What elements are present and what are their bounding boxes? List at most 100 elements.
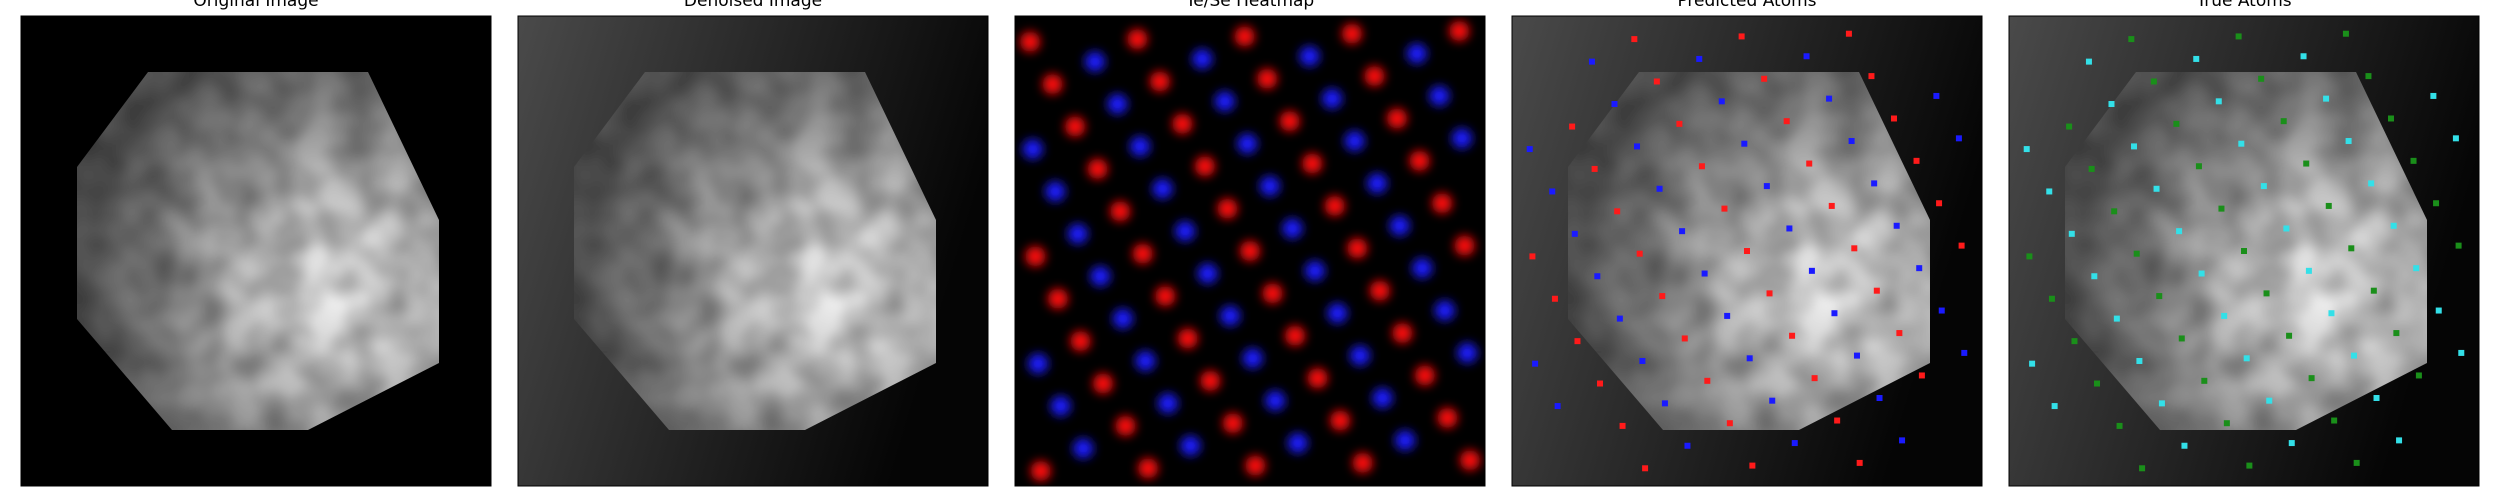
true-atom: [2218, 205, 2225, 212]
atom-blob: [1180, 435, 1201, 456]
true-atom: [2046, 188, 2053, 195]
true-atom: [2246, 462, 2253, 469]
predicted-atom: [1631, 36, 1638, 43]
atom-blob: [1240, 241, 1260, 261]
atom-blob: [1395, 430, 1416, 451]
true-atom: [2241, 248, 2247, 254]
atom-blob: [1389, 215, 1410, 236]
atom-blob: [1073, 438, 1094, 459]
true-atom: [2325, 202, 2332, 209]
atom-blob: [1172, 113, 1193, 134]
panel: True Atoms: [2008, 0, 2480, 487]
true-atom: [2133, 250, 2140, 257]
predicted-atom: [1961, 349, 1968, 356]
true-atom: [2131, 143, 2138, 150]
true-atom: [2023, 146, 2030, 153]
atom-blob: [1449, 21, 1470, 42]
atom-blob: [1257, 68, 1278, 89]
predicted-atom: [1806, 160, 1813, 167]
panel-frame: [2008, 15, 2480, 487]
true-atom: [2223, 420, 2230, 427]
true-atom: [2342, 30, 2349, 37]
atom-blob: [1070, 331, 1091, 352]
true-atom: [2370, 287, 2377, 294]
predicted-atom: [1856, 459, 1863, 466]
true-atom: [2195, 163, 2202, 170]
true-atom: [2353, 459, 2360, 466]
atom-blob: [1152, 178, 1173, 199]
panel-frame: [1511, 15, 1983, 487]
true-atom: [2433, 200, 2440, 207]
atom-blob: [1299, 46, 1320, 67]
true-atom: [2263, 290, 2270, 297]
true-atom: [2387, 115, 2394, 122]
true-atom: [2348, 245, 2355, 252]
atom-blob: [1414, 365, 1435, 386]
atom-blob: [1022, 139, 1043, 160]
true-atom: [2173, 120, 2180, 127]
atom-blob: [1177, 328, 1198, 349]
panel: Te/Se Heatmap: [1014, 0, 1486, 487]
atom-blob: [1386, 108, 1407, 129]
true-atom: [2238, 140, 2245, 147]
atom-blob: [1149, 71, 1170, 92]
predicted-atom: [1853, 352, 1860, 359]
predicted-atom: [1588, 58, 1595, 65]
predicted-atom: [1634, 143, 1641, 150]
true-atom: [2260, 183, 2267, 190]
predicted-atom: [1766, 290, 1773, 297]
atom-blob: [1045, 181, 1066, 202]
atom-blob: [1042, 74, 1063, 95]
predicted-atom: [1786, 225, 1793, 232]
atom-blob: [1025, 246, 1046, 267]
true-atom: [2048, 295, 2055, 302]
true-atom: [2128, 36, 2135, 43]
atom-blob: [1200, 370, 1221, 391]
true-atom: [2156, 293, 2163, 300]
true-atom: [2181, 442, 2188, 449]
atom-blob: [1155, 286, 1176, 307]
atom-blob: [1130, 136, 1151, 157]
atom-blob: [1222, 413, 1243, 434]
atom-blob: [1115, 415, 1136, 436]
atom-blob: [1050, 396, 1071, 417]
true-atom: [2430, 92, 2437, 99]
predicted-atom: [1696, 55, 1703, 62]
atom-blob: [1237, 133, 1258, 154]
panel-image: [2009, 16, 2479, 486]
atom-blob: [1352, 452, 1373, 473]
predicted-atom: [1529, 253, 1536, 260]
atom-blob: [1214, 91, 1235, 112]
true-atom: [2068, 230, 2075, 237]
true-atom: [2300, 53, 2307, 60]
atom-blob: [1364, 66, 1385, 87]
atom-blob: [1157, 393, 1178, 414]
atom-blob: [1084, 51, 1105, 72]
predicted-atom: [1868, 73, 1875, 80]
true-atom: [2365, 73, 2372, 80]
predicted-atom: [1933, 92, 1940, 99]
predicted-atom: [1938, 307, 1945, 314]
predicted-atom: [1554, 403, 1561, 410]
atom-blob: [1437, 407, 1458, 428]
atom-blob: [1324, 195, 1345, 216]
panel-image: [1512, 16, 1982, 486]
atom-blob: [1112, 308, 1133, 329]
true-atom: [2435, 307, 2442, 314]
atom-blob: [1065, 116, 1086, 137]
predicted-atom: [1873, 287, 1880, 294]
predicted-atom: [1845, 30, 1852, 37]
atom-blob: [1372, 387, 1393, 408]
predicted-atom: [1656, 185, 1663, 192]
panel-frame: [1014, 15, 1486, 487]
true-atom: [2066, 123, 2073, 130]
atom-blob: [1434, 300, 1455, 321]
true-atom: [2280, 118, 2287, 125]
atom-blob: [1392, 323, 1413, 344]
true-atom: [2193, 55, 2200, 62]
true-atom: [2266, 397, 2273, 404]
atom-blob: [1412, 258, 1433, 279]
predicted-atom: [1851, 245, 1858, 252]
predicted-atom: [1659, 293, 1666, 300]
